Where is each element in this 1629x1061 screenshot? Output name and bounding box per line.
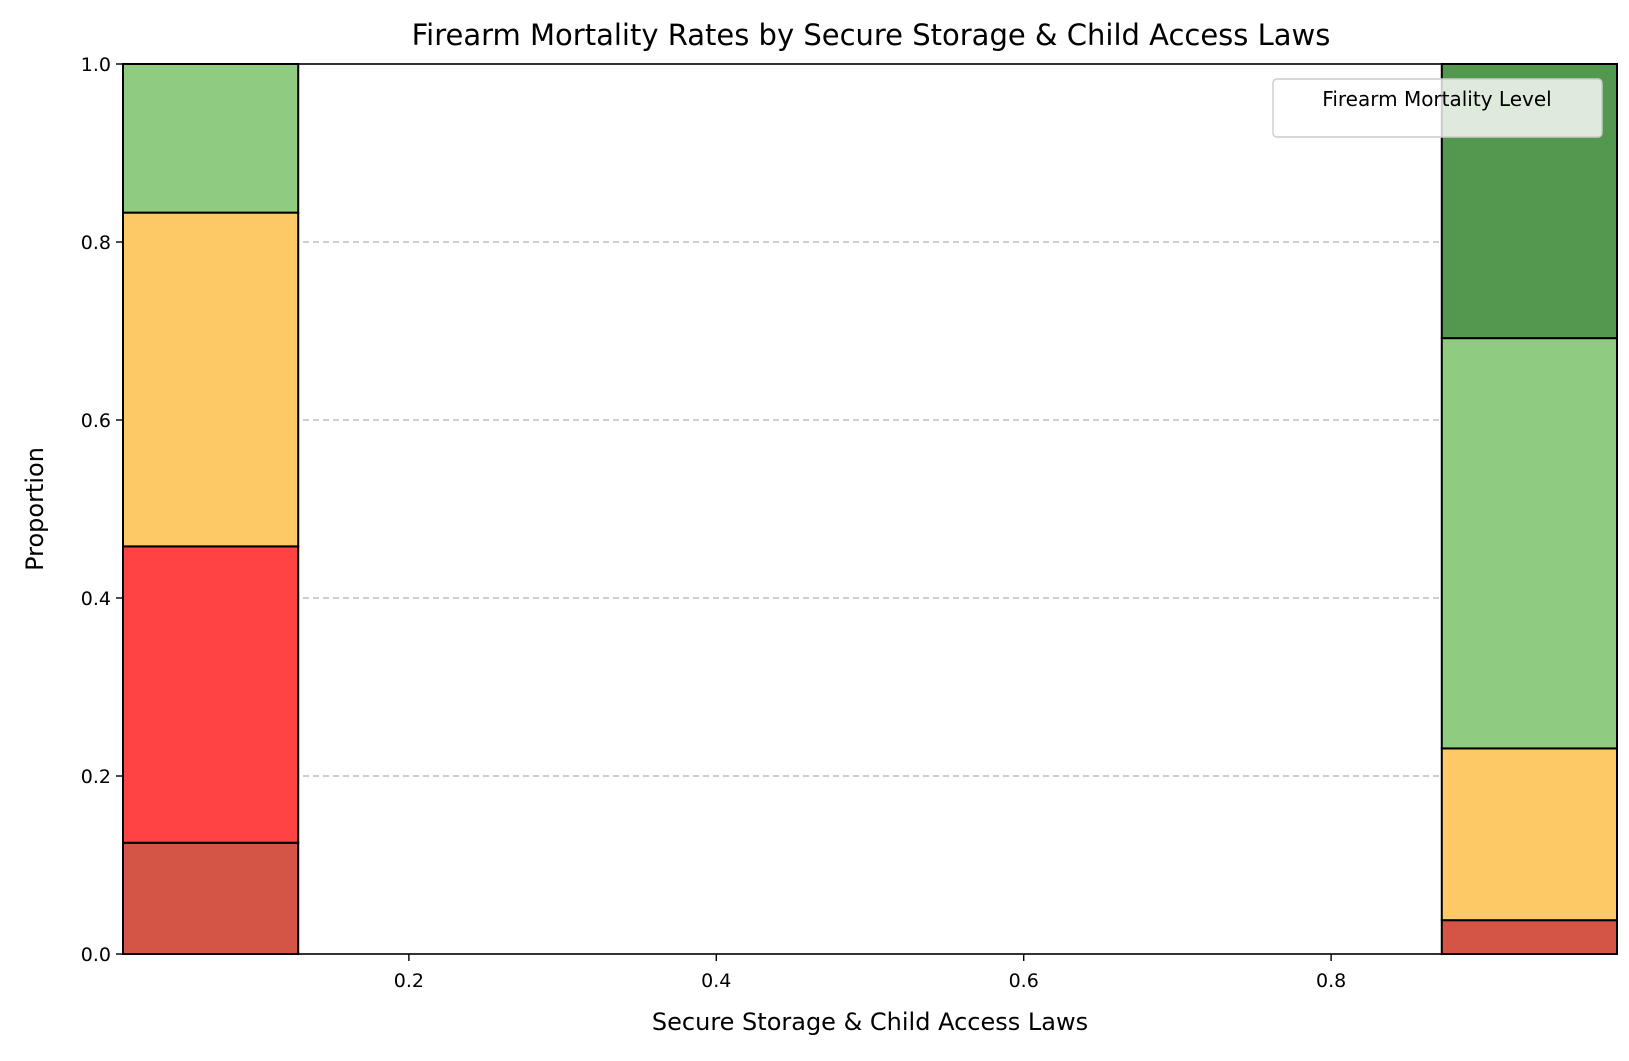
bar-segment-0-3 — [122, 63, 300, 214]
bar-segment-1-0 — [1440, 919, 1619, 955]
x-tick-label-0: 0.2 — [394, 970, 424, 992]
y-tick-label-3: 0.6 — [81, 410, 111, 432]
plot-frame — [122, 63, 1618, 955]
y-tick-label-0: 0.0 — [81, 944, 111, 966]
grid-layer — [123, 241, 1617, 777]
y-tick-label-5: 1.0 — [81, 54, 111, 76]
legend-title: Firearm Mortality Level — [1322, 87, 1551, 111]
legend-box — [1272, 78, 1603, 138]
x-axis-label: Secure Storage & Child Access Laws — [652, 1008, 1088, 1036]
y-tick-label-4: 0.8 — [81, 232, 111, 254]
y-tick-label-2: 0.4 — [81, 588, 111, 610]
y-tick-label-1: 0.2 — [81, 766, 111, 788]
bar-segment-1-1 — [1440, 747, 1619, 922]
x-tick-label-1: 0.4 — [701, 970, 731, 992]
x-ticks: 0.2 0.4 0.6 0.8 — [394, 954, 1346, 992]
bar-segment-0-0 — [122, 841, 300, 955]
chart-title: Firearm Mortality Rates by Secure Storag… — [412, 18, 1331, 52]
y-ticks: 0.0 0.2 0.4 0.6 0.8 1.0 — [81, 54, 123, 966]
legend: Firearm Mortality Level — [1272, 78, 1603, 138]
y-axis-label: Proportion — [21, 447, 49, 571]
bar-segment-1-2 — [1440, 337, 1619, 750]
x-tick-label-2: 0.6 — [1009, 970, 1039, 992]
bars-layer — [122, 63, 1619, 955]
bar-segment-0-1 — [122, 545, 300, 844]
bar-segment-0-2 — [122, 211, 300, 548]
x-tick-label-3: 0.8 — [1316, 970, 1346, 992]
